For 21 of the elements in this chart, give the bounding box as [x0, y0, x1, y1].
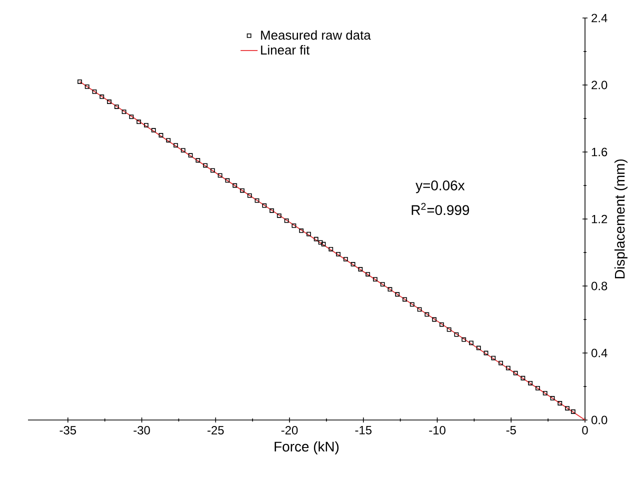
y-tick-label: 0.0 [591, 416, 608, 424]
legend-label: Linear fit [261, 45, 310, 55]
y-tick-label: 1.6 [592, 148, 608, 156]
x-tick-label: -5 [506, 426, 516, 434]
y-tick-label: 1.2 [592, 214, 608, 224]
y-tick-label: 0.4 [591, 348, 608, 358]
x-tick-label: -35 [60, 426, 76, 434]
x-tick-label: -15 [355, 426, 372, 434]
y-tick-label: 2.0 [592, 80, 608, 90]
x-tick-label: -30 [134, 426, 150, 434]
y-axis-title: Displacement (mm) [614, 159, 628, 278]
x-tick-label: 0 [582, 426, 588, 434]
y-tick-label: 2.4 [592, 14, 608, 22]
x-tick-label: -20 [281, 426, 298, 434]
x-tick-label: -25 [208, 426, 224, 434]
x-axis-title: Force (kN) [274, 441, 339, 454]
annotation: y=0.06x [416, 180, 465, 194]
y-tick-label: 0.8 [591, 282, 608, 290]
annotation: R$^{2}$=0.999 [412, 202, 470, 216]
x-tick-label: -10 [429, 426, 446, 434]
legend-label: Measured raw data [261, 30, 371, 40]
